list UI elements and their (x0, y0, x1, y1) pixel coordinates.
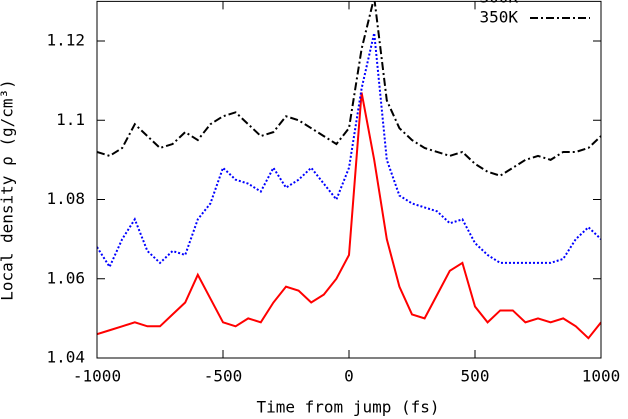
x-axis-label: Time from jump (fs) (256, 398, 439, 417)
plot-frame (96, 0, 602, 359)
series-line (97, 1, 601, 177)
series-line (97, 92, 601, 340)
x-tick-label: 1000 (582, 367, 621, 386)
y-tick-label: 1.06 (46, 268, 85, 287)
x-tick-label: -500 (204, 367, 243, 386)
y-tick-label: 1.1 (56, 110, 85, 129)
y-tick-label: 1.08 (46, 189, 85, 208)
x-tick-label: 0 (344, 367, 354, 386)
y-axis-label: Local density ρ (g/cm³) (0, 79, 17, 301)
x-tick-label: 500 (461, 367, 490, 386)
y-tick-label: 1.12 (46, 31, 85, 50)
y-tick-label: 1.04 (46, 348, 85, 367)
series-line (97, 32, 601, 269)
legend-label: 300K (479, 0, 518, 7)
legend-label: 350K (479, 8, 518, 27)
x-tick-label: -1000 (73, 367, 121, 386)
